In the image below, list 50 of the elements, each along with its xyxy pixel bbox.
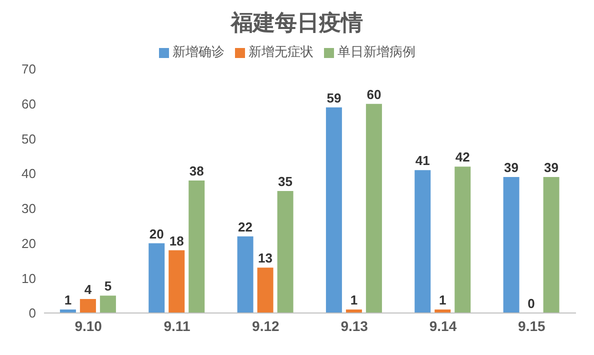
- y-tick-label: 30: [22, 201, 36, 216]
- data-label: 20: [149, 226, 164, 242]
- bar: [168, 250, 185, 313]
- x-tick-label: 9.14: [429, 318, 457, 334]
- data-label: 1: [350, 292, 358, 308]
- data-label: 22: [238, 219, 253, 234]
- bar: [100, 296, 116, 313]
- y-tick-label: 50: [22, 131, 36, 146]
- bar: [80, 299, 96, 313]
- y-tick-label: 0: [28, 306, 36, 321]
- y-tick-label: 10: [22, 270, 36, 286]
- x-tick-label: 9.13: [340, 318, 368, 334]
- y-tick-label: 20: [22, 236, 36, 251]
- bar: [148, 243, 165, 313]
- data-label: 4: [84, 282, 92, 298]
- y-tick-label: 60: [22, 96, 36, 112]
- bar: [237, 236, 254, 313]
- data-label: 42: [455, 150, 470, 165]
- bar: [414, 170, 431, 313]
- data-label: 1: [439, 292, 446, 308]
- y-tick-label: 70: [22, 62, 36, 77]
- legend-label: 新增无症状: [248, 44, 314, 59]
- data-label: 39: [504, 160, 519, 176]
- chart-title: 福建每日疫情: [229, 9, 364, 37]
- bar: [503, 177, 520, 313]
- bar: [454, 166, 471, 313]
- data-label: 39: [544, 160, 559, 176]
- legend-label: 单日新增病例: [338, 44, 416, 59]
- data-label: 18: [169, 233, 184, 248]
- x-tick-label: 9.15: [518, 318, 546, 334]
- bar: [543, 177, 560, 313]
- legend-label: 新增确诊: [172, 44, 224, 59]
- x-tick-label: 9.12: [252, 318, 280, 334]
- bar: [257, 268, 274, 313]
- bar: [326, 107, 342, 313]
- data-label: 5: [104, 278, 112, 294]
- bar: [277, 191, 294, 313]
- x-tick-label: 9.11: [164, 318, 190, 334]
- data-label: 1: [64, 292, 72, 308]
- data-label: 13: [258, 250, 273, 266]
- bar: [188, 180, 205, 313]
- data-label: 59: [326, 90, 342, 106]
- data-label: 41: [415, 153, 430, 168]
- data-label: 38: [189, 164, 204, 179]
- y-tick-label: 40: [22, 166, 36, 182]
- data-label: 0: [528, 296, 535, 311]
- x-tick-label: 9.10: [74, 318, 102, 334]
- bar: [366, 104, 382, 313]
- data-label: 35: [278, 174, 293, 189]
- data-label: 60: [366, 86, 382, 102]
